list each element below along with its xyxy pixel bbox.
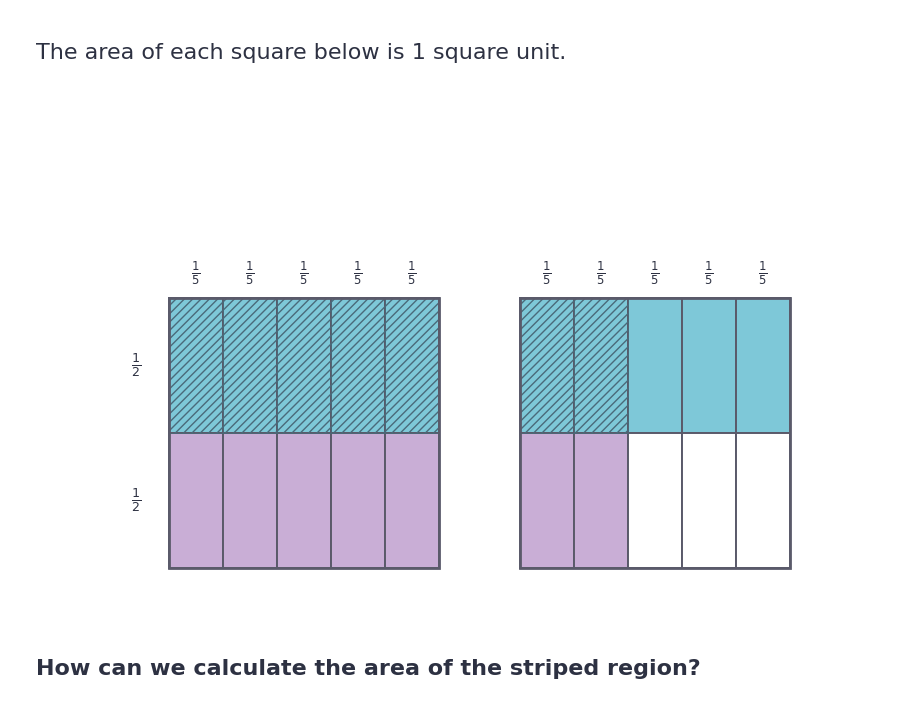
Bar: [519, 433, 573, 568]
Bar: [573, 298, 627, 433]
Bar: [519, 298, 573, 433]
Text: $\frac{1}{2}$: $\frac{1}{2}$: [131, 486, 141, 514]
Bar: [519, 298, 789, 568]
Text: $\frac{1}{5}$: $\frac{1}{5}$: [406, 260, 416, 287]
Bar: [169, 298, 438, 568]
Bar: [627, 433, 681, 568]
Bar: [277, 433, 331, 568]
Bar: [222, 298, 277, 433]
Bar: [384, 298, 438, 433]
Text: $\frac{1}{5}$: $\frac{1}{5}$: [757, 260, 767, 287]
Text: How can we calculate the area of the striped region?: How can we calculate the area of the str…: [36, 659, 701, 679]
Bar: [519, 298, 573, 433]
Bar: [169, 433, 222, 568]
Bar: [331, 433, 384, 568]
Text: $\frac{1}{5}$: $\frac{1}{5}$: [596, 260, 605, 287]
Bar: [573, 433, 627, 568]
Bar: [222, 433, 277, 568]
Text: $\frac{1}{2}$: $\frac{1}{2}$: [131, 352, 141, 379]
Bar: [384, 433, 438, 568]
Bar: [627, 298, 681, 433]
Bar: [573, 298, 627, 433]
Bar: [277, 298, 331, 433]
Text: $\frac{1}{5}$: $\frac{1}{5}$: [650, 260, 659, 287]
Text: $\frac{1}{5}$: $\frac{1}{5}$: [299, 260, 308, 287]
Bar: [681, 433, 735, 568]
Bar: [735, 298, 789, 433]
Bar: [169, 298, 222, 433]
Text: $\frac{1}{5}$: $\frac{1}{5}$: [541, 260, 551, 287]
Bar: [169, 298, 222, 433]
Text: $\frac{1}{5}$: $\frac{1}{5}$: [353, 260, 363, 287]
Bar: [277, 298, 331, 433]
Bar: [384, 298, 438, 433]
Bar: [735, 433, 789, 568]
Text: $\frac{1}{5}$: $\frac{1}{5}$: [245, 260, 254, 287]
Bar: [331, 298, 384, 433]
Bar: [681, 298, 735, 433]
Bar: [222, 298, 277, 433]
Text: $\frac{1}{5}$: $\frac{1}{5}$: [191, 260, 200, 287]
Text: The area of each square below is 1 square unit.: The area of each square below is 1 squar…: [36, 43, 566, 63]
Text: $\frac{1}{5}$: $\frac{1}{5}$: [703, 260, 712, 287]
Bar: [331, 298, 384, 433]
